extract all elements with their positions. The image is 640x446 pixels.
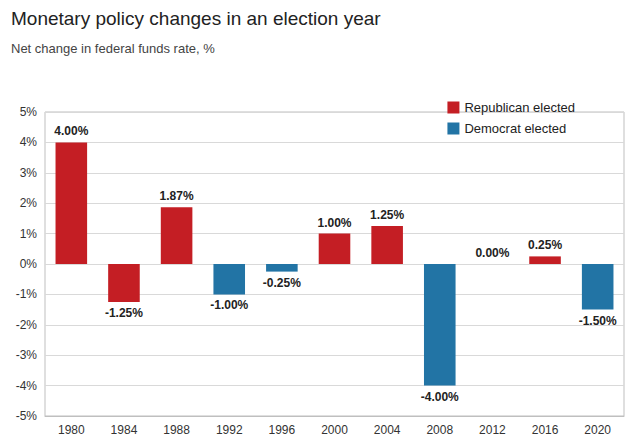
svg-text:-5%: -5%	[16, 409, 38, 423]
svg-text:-4.00%: -4.00%	[421, 390, 459, 404]
svg-text:Democrat elected: Democrat elected	[464, 121, 566, 136]
svg-text:0%: 0%	[20, 257, 38, 271]
svg-text:Republican elected: Republican elected	[464, 100, 575, 115]
svg-text:2020: 2020	[584, 423, 611, 437]
svg-text:1.00%: 1.00%	[317, 216, 351, 230]
svg-text:-0.25%: -0.25%	[263, 276, 301, 290]
svg-text:1984: 1984	[111, 423, 138, 437]
svg-text:-1.00%: -1.00%	[210, 298, 248, 312]
svg-text:2016: 2016	[532, 423, 559, 437]
svg-text:1996: 1996	[269, 423, 296, 437]
svg-text:5%: 5%	[20, 105, 38, 119]
svg-text:4%: 4%	[20, 135, 38, 149]
svg-text:-1%: -1%	[16, 287, 38, 301]
svg-text:3%: 3%	[20, 166, 38, 180]
svg-text:-2%: -2%	[16, 318, 38, 332]
svg-text:1988: 1988	[163, 423, 190, 437]
svg-text:2004: 2004	[374, 423, 401, 437]
svg-text:0.00%: 0.00%	[475, 246, 509, 260]
svg-text:2012: 2012	[479, 423, 506, 437]
svg-text:4.00%: 4.00%	[54, 124, 88, 138]
svg-text:-1.25%: -1.25%	[105, 306, 143, 320]
svg-text:2000: 2000	[321, 423, 348, 437]
svg-text:1992: 1992	[216, 423, 243, 437]
svg-text:-3%: -3%	[16, 348, 38, 362]
svg-text:2008: 2008	[426, 423, 453, 437]
svg-text:Monetary policy changes in an: Monetary policy changes in an election y…	[11, 8, 381, 29]
svg-text:-1.50%: -1.50%	[579, 314, 617, 328]
svg-text:0.25%: 0.25%	[528, 238, 562, 252]
svg-text:1.25%: 1.25%	[370, 208, 404, 222]
svg-text:Net change in federal funds ra: Net change in federal funds rate, %	[11, 41, 215, 56]
svg-text:1%: 1%	[20, 227, 38, 241]
svg-text:-4%: -4%	[16, 379, 38, 393]
svg-text:1980: 1980	[58, 423, 85, 437]
svg-text:2%: 2%	[20, 196, 38, 210]
svg-text:1.87%: 1.87%	[160, 189, 194, 203]
